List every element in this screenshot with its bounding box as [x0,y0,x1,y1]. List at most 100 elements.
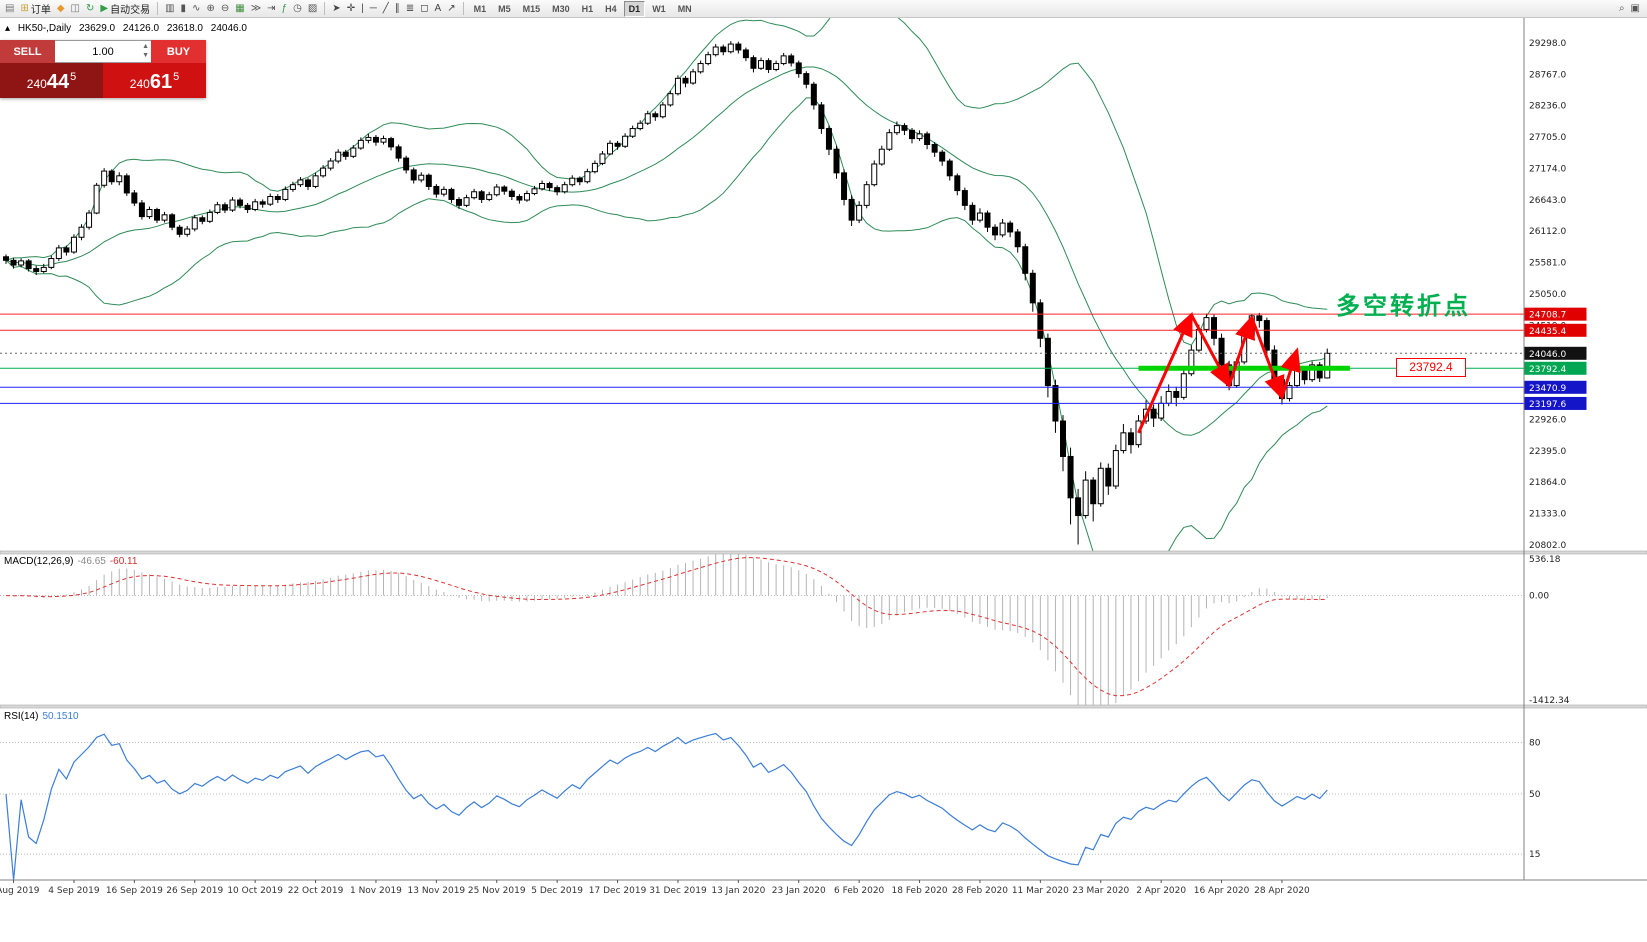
favorites-button[interactable]: ◆ [54,1,68,17]
volume-input[interactable]: 1.00 ▲ ▼ [55,40,151,63]
timeframe-button-m30[interactable]: M30 [552,3,570,14]
toolbar-right-group: ⌕ ▣ [1616,1,1647,17]
svg-text:-1412.34: -1412.34 [1529,696,1570,706]
fibonacci-icon: ≣ [405,2,415,14]
svg-text:26643.0: 26643.0 [1529,196,1566,206]
zoom-in-icon: ⊕ [206,2,215,14]
timeframe-button-d1[interactable]: D1 [623,0,646,17]
fibonacci-button[interactable]: ≣ [403,1,417,17]
charts-menu-button[interactable]: ▤ [2,1,17,17]
windows-icon: ▣ [1630,2,1640,14]
chart-shift-button[interactable]: ⇥ [264,1,278,17]
horizontal-lines[interactable] [0,313,1524,404]
svg-text:11 Mar 2020: 11 Mar 2020 [1012,886,1069,896]
svg-text:25581.0: 25581.0 [1529,259,1566,269]
svg-text:24046.0: 24046.0 [1529,350,1566,360]
horizontal-line-button[interactable]: ─ [367,1,380,17]
timeframe-button-mn[interactable]: MN [677,3,692,14]
rsi-panel [0,732,1524,880]
refresh-icon: ↻ [86,2,95,14]
profiles-button[interactable]: ◫ [68,1,83,17]
price-label-object[interactable]: 23792.4 [1396,358,1466,377]
close-value: 24046.0 [210,23,247,34]
price-axis[interactable]: 29298.0 28767.0 28236.0 27705.0 27174.0 26643… [1523,18,1587,880]
svg-text:23470.9: 23470.9 [1529,384,1566,394]
bar-chart-icon: ▥ [165,2,175,14]
candle-chart-button[interactable]: ▮ [178,1,190,17]
toolbar-separator [324,2,326,15]
line-chart-button[interactable]: ∿ [189,1,203,17]
timeframe-button-m15[interactable]: M15 [522,3,541,14]
buy-price-button[interactable]: 240 61 5 [103,63,206,98]
vertical-line-button[interactable]: | [358,1,367,17]
volume-down-spinner[interactable]: ▼ [142,52,149,59]
panel-splitter-rsi[interactable] [0,704,1647,709]
svg-text:0.00: 0.00 [1529,592,1549,602]
panel-splitter-macd[interactable] [0,550,1647,555]
channel-icon: ∥ [394,2,400,14]
sell-price-button[interactable]: 240 44 5 [0,63,103,98]
templates-icon: ▨ [307,2,318,14]
candle-chart-icon: ▮ [180,2,187,14]
svg-text:3 Aug 2019: 3 Aug 2019 [0,886,40,896]
grid-icon: ▦ [235,2,245,14]
search-icon: ⌕ [1618,2,1625,14]
sell-button[interactable]: SELL [0,40,55,63]
svg-text:20802.0: 20802.0 [1529,541,1566,551]
macd-label: MACD(12,26,9) -46.65 -60.11 [4,556,138,567]
indicators-button[interactable]: ƒ [279,1,291,17]
shapes-button[interactable]: ◻ [417,1,431,17]
periods-button[interactable]: ◷ [290,1,305,17]
svg-text:23 Jan 2020: 23 Jan 2020 [772,886,826,896]
timeframe-button-h1[interactable]: H1 [581,3,594,14]
text-button[interactable]: A [432,1,445,17]
new-order-button[interactable]: ⊞ 订单 [17,1,53,17]
autotrade-icon: ▶ [100,2,109,14]
timeframe-button-m5[interactable]: M5 [498,3,511,14]
arrows-button[interactable]: ↗ [444,1,458,17]
svg-text:29298.0: 29298.0 [1529,39,1566,49]
timeframe-button-m1[interactable]: M1 [473,3,487,14]
timeframe-button-w1[interactable]: W1 [652,3,666,14]
svg-text:21333.0: 21333.0 [1529,510,1566,520]
trend-arrows[interactable] [1137,311,1301,434]
annotation-text-object[interactable]: 多空转折点 [1336,293,1471,320]
cursor-button[interactable]: ➤ [329,1,343,17]
svg-text:21864.0: 21864.0 [1529,478,1566,488]
timeframe-button-h4[interactable]: H4 [605,3,617,14]
windows-button[interactable]: ▣ [1628,1,1643,17]
grid-button[interactable]: ▦ [232,1,247,17]
svg-text:23792.4: 23792.4 [1529,365,1566,375]
auto-scroll-button[interactable]: ≫ [248,1,264,17]
svg-text:22 Oct 2019: 22 Oct 2019 [288,886,344,896]
zoom-out-button[interactable]: ⊖ [218,1,232,17]
autotrade-button[interactable]: ▶ 自动交易 [97,1,153,17]
open-value: 23629.0 [78,23,116,34]
bar-chart-button[interactable]: ▥ [162,1,177,17]
new-order-button-label: 订单 [30,5,51,16]
shapes-icon: ◻ [420,2,429,14]
svg-text:25050.0: 25050.0 [1529,290,1566,300]
templates-button[interactable]: ▨ [305,1,320,17]
zoom-in-button[interactable]: ⊕ [203,1,217,17]
cursor-icon: ➤ [332,2,341,14]
search-button[interactable]: ⌕ [1616,1,1628,17]
volume-up-spinner[interactable]: ▲ [142,43,149,50]
svg-text:17 Dec 2019: 17 Dec 2019 [589,886,647,896]
svg-text:10 Oct 2019: 10 Oct 2019 [227,886,283,896]
channel-button[interactable]: ∥ [392,1,403,17]
toolbar-separator [462,2,464,15]
crosshair-button[interactable]: ✛ [344,1,358,17]
text-icon: A [434,2,442,14]
svg-text:25 Nov 2019: 25 Nov 2019 [468,886,526,896]
one-click-trading-panel: SELL 1.00 ▲ ▼ BUY 240 44 5 240 61 5 [0,40,206,98]
refresh-button[interactable]: ↻ [83,1,97,17]
trendline-button[interactable]: ╱ [380,1,392,17]
buy-button[interactable]: BUY [151,40,206,63]
svg-text:22395.0: 22395.0 [1529,447,1566,457]
chart-shift-icon: ⇥ [267,2,276,14]
high-value: 24126.0 [122,23,160,34]
svg-text:18 Feb 2020: 18 Feb 2020 [892,886,948,896]
